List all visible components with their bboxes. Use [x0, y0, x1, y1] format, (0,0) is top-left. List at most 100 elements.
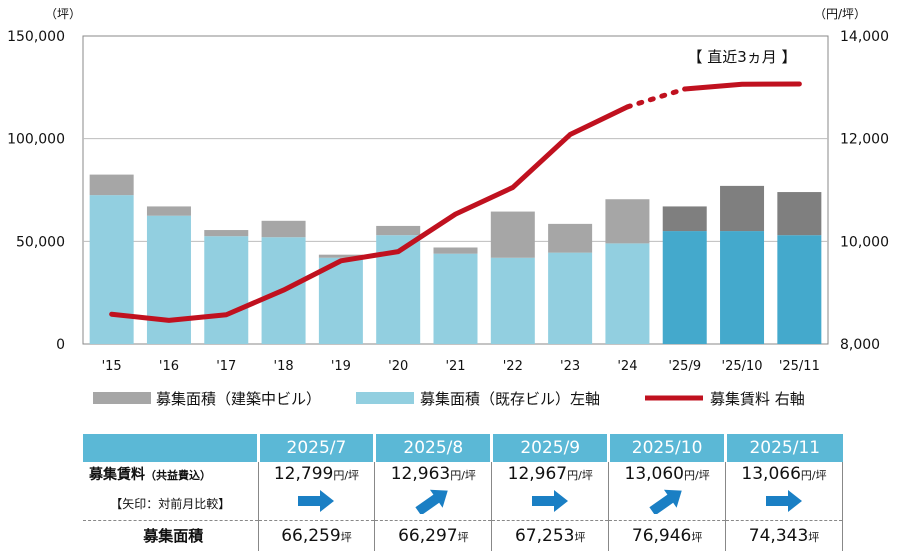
- rent-value: 12,967: [507, 464, 568, 484]
- trend-arrow-cell: [257, 486, 376, 521]
- arrow-shape: [649, 489, 682, 516]
- x-tick-label: '25/9: [668, 359, 701, 374]
- arrow-shape: [532, 490, 569, 512]
- area-cell: 66,297坪: [374, 520, 493, 551]
- rent-value: 13,066: [741, 464, 801, 484]
- rent-unit: 円/坪: [800, 469, 827, 482]
- bar-existing: [433, 253, 478, 344]
- area-unit: 坪: [457, 530, 469, 544]
- rent-unit: 円/坪: [684, 469, 710, 482]
- arrow-shape: [415, 489, 449, 516]
- x-tick-label: '15: [102, 359, 122, 374]
- area-cell: 74,343坪: [725, 520, 843, 551]
- legend-label-existing: 募集面積（既存ビル）左軸: [420, 390, 600, 408]
- bar-existing: [662, 231, 707, 344]
- trend-arrow-icon: [766, 490, 803, 512]
- rent-unit: 円/坪: [450, 469, 476, 482]
- right-tick-label: 14,000: [840, 29, 889, 45]
- legend-label-construction: 募集面積（建築中ビル）: [156, 390, 321, 408]
- bar-existing: [318, 257, 363, 344]
- legend-swatch-existing: [356, 392, 414, 404]
- area-unit: 坪: [691, 530, 703, 544]
- chart: （坪） （円/坪） 0 8,000 50,000 10,000 100,000 12,00…: [7, 7, 889, 408]
- area-row: 募集面積 66,259坪 66,297坪 67,253坪 76,946坪 74,…: [83, 520, 843, 551]
- right-tick-label: 10,000: [840, 234, 889, 250]
- arrow-row-label: 【矢印：対前月比較】: [110, 496, 231, 511]
- legend-swatch-construction: [93, 392, 151, 404]
- recent-label: 【 直近3ヵ月 】: [687, 48, 796, 66]
- area-value: 76,946: [631, 525, 692, 546]
- bar-existing: [490, 257, 535, 344]
- rent-value: 13,060: [624, 464, 684, 484]
- left-tick-label: 100,000: [7, 132, 65, 148]
- area-value: 67,253: [514, 525, 575, 546]
- summary-table: 2025/7 2025/8 2025/9 2025/10 2025/11 募集賃…: [83, 434, 843, 551]
- bar-construction: [662, 206, 707, 232]
- bar-construction: [777, 192, 822, 236]
- bar-existing: [204, 236, 249, 344]
- area-row-label: 募集面積: [83, 520, 258, 551]
- trend-arrow-icon: [415, 489, 449, 516]
- bar-construction: [318, 254, 363, 258]
- arrow-shape: [766, 490, 803, 512]
- area-cell: 66,259坪: [257, 520, 376, 551]
- bar-existing: [777, 235, 822, 344]
- rent-label: 募集賃料: [89, 467, 145, 483]
- x-tick-label: '22: [503, 359, 523, 374]
- month-header: 2025/8: [373, 434, 492, 462]
- area-unit: 坪: [340, 530, 352, 544]
- trend-arrow-icon: [298, 490, 335, 512]
- area-value: 74,343: [748, 525, 809, 546]
- arrow-shape: [298, 490, 335, 512]
- area-unit: 坪: [808, 530, 820, 544]
- rent-label-note: （共益費込）: [145, 469, 211, 482]
- rent-line: [109, 104, 630, 323]
- x-tick-label: '17: [216, 359, 236, 374]
- rent-cell: 12,799円/坪: [257, 462, 376, 486]
- bar-existing: [548, 252, 593, 344]
- month-header: 2025/7: [256, 434, 375, 462]
- bar-construction: [89, 174, 134, 196]
- area-value: 66,297: [398, 525, 458, 546]
- left-tick-label: 0: [56, 337, 65, 353]
- bar-existing: [720, 231, 765, 344]
- area-cell: 76,946坪: [608, 520, 727, 551]
- bar-construction: [490, 211, 535, 258]
- bar-existing: [605, 243, 650, 344]
- trend-arrow-cell: [725, 486, 843, 521]
- area-unit: 坪: [574, 530, 586, 544]
- arrow-row: 【矢印：対前月比較】: [83, 486, 843, 521]
- trend-arrow-cell: [608, 486, 727, 521]
- month-header-row: 2025/7 2025/8 2025/9 2025/10 2025/11: [83, 434, 843, 462]
- bar-construction: [204, 230, 249, 237]
- bar-existing: [89, 195, 134, 344]
- x-tick-label: '20: [388, 359, 408, 374]
- right-axis-unit: （円/坪）: [814, 7, 866, 21]
- rent-line-recent: [682, 81, 802, 92]
- x-tick-label: '18: [274, 359, 294, 374]
- rent-row-label: 募集賃料（共益費込）: [83, 462, 258, 486]
- rent-line-dotted: [624, 86, 688, 110]
- rent-value: 12,963: [390, 464, 451, 484]
- right-tick-label: 8,000: [840, 337, 880, 353]
- x-tick-label: '24: [617, 359, 637, 374]
- bar-construction: [433, 247, 478, 254]
- month-header: 2025/9: [490, 434, 609, 462]
- rent-cell: 13,066円/坪: [725, 462, 843, 486]
- rent-unit: 円/坪: [567, 469, 593, 482]
- x-tick-label: '25/11: [779, 359, 820, 374]
- rent-cell: 12,967円/坪: [491, 462, 610, 486]
- bar-construction: [261, 220, 306, 238]
- bar-construction: [605, 199, 650, 244]
- month-header: 2025/11: [724, 434, 843, 462]
- trend-arrow-cell: [374, 486, 493, 521]
- rent-row: 募集賃料（共益費込） 12,799円/坪 12,963円/坪 12,967円/坪…: [83, 462, 843, 486]
- x-tick-label: '19: [331, 359, 351, 374]
- bar-construction: [548, 223, 593, 253]
- header-blank: [83, 434, 258, 462]
- x-tick-label: '23: [560, 359, 580, 374]
- bar-existing: [146, 215, 191, 344]
- legend: 募集面積（建築中ビル） 募集面積（既存ビル）左軸 募集賃料 右軸: [93, 390, 805, 408]
- trend-arrow-icon: [649, 489, 682, 516]
- left-axis-unit: （坪）: [45, 7, 81, 21]
